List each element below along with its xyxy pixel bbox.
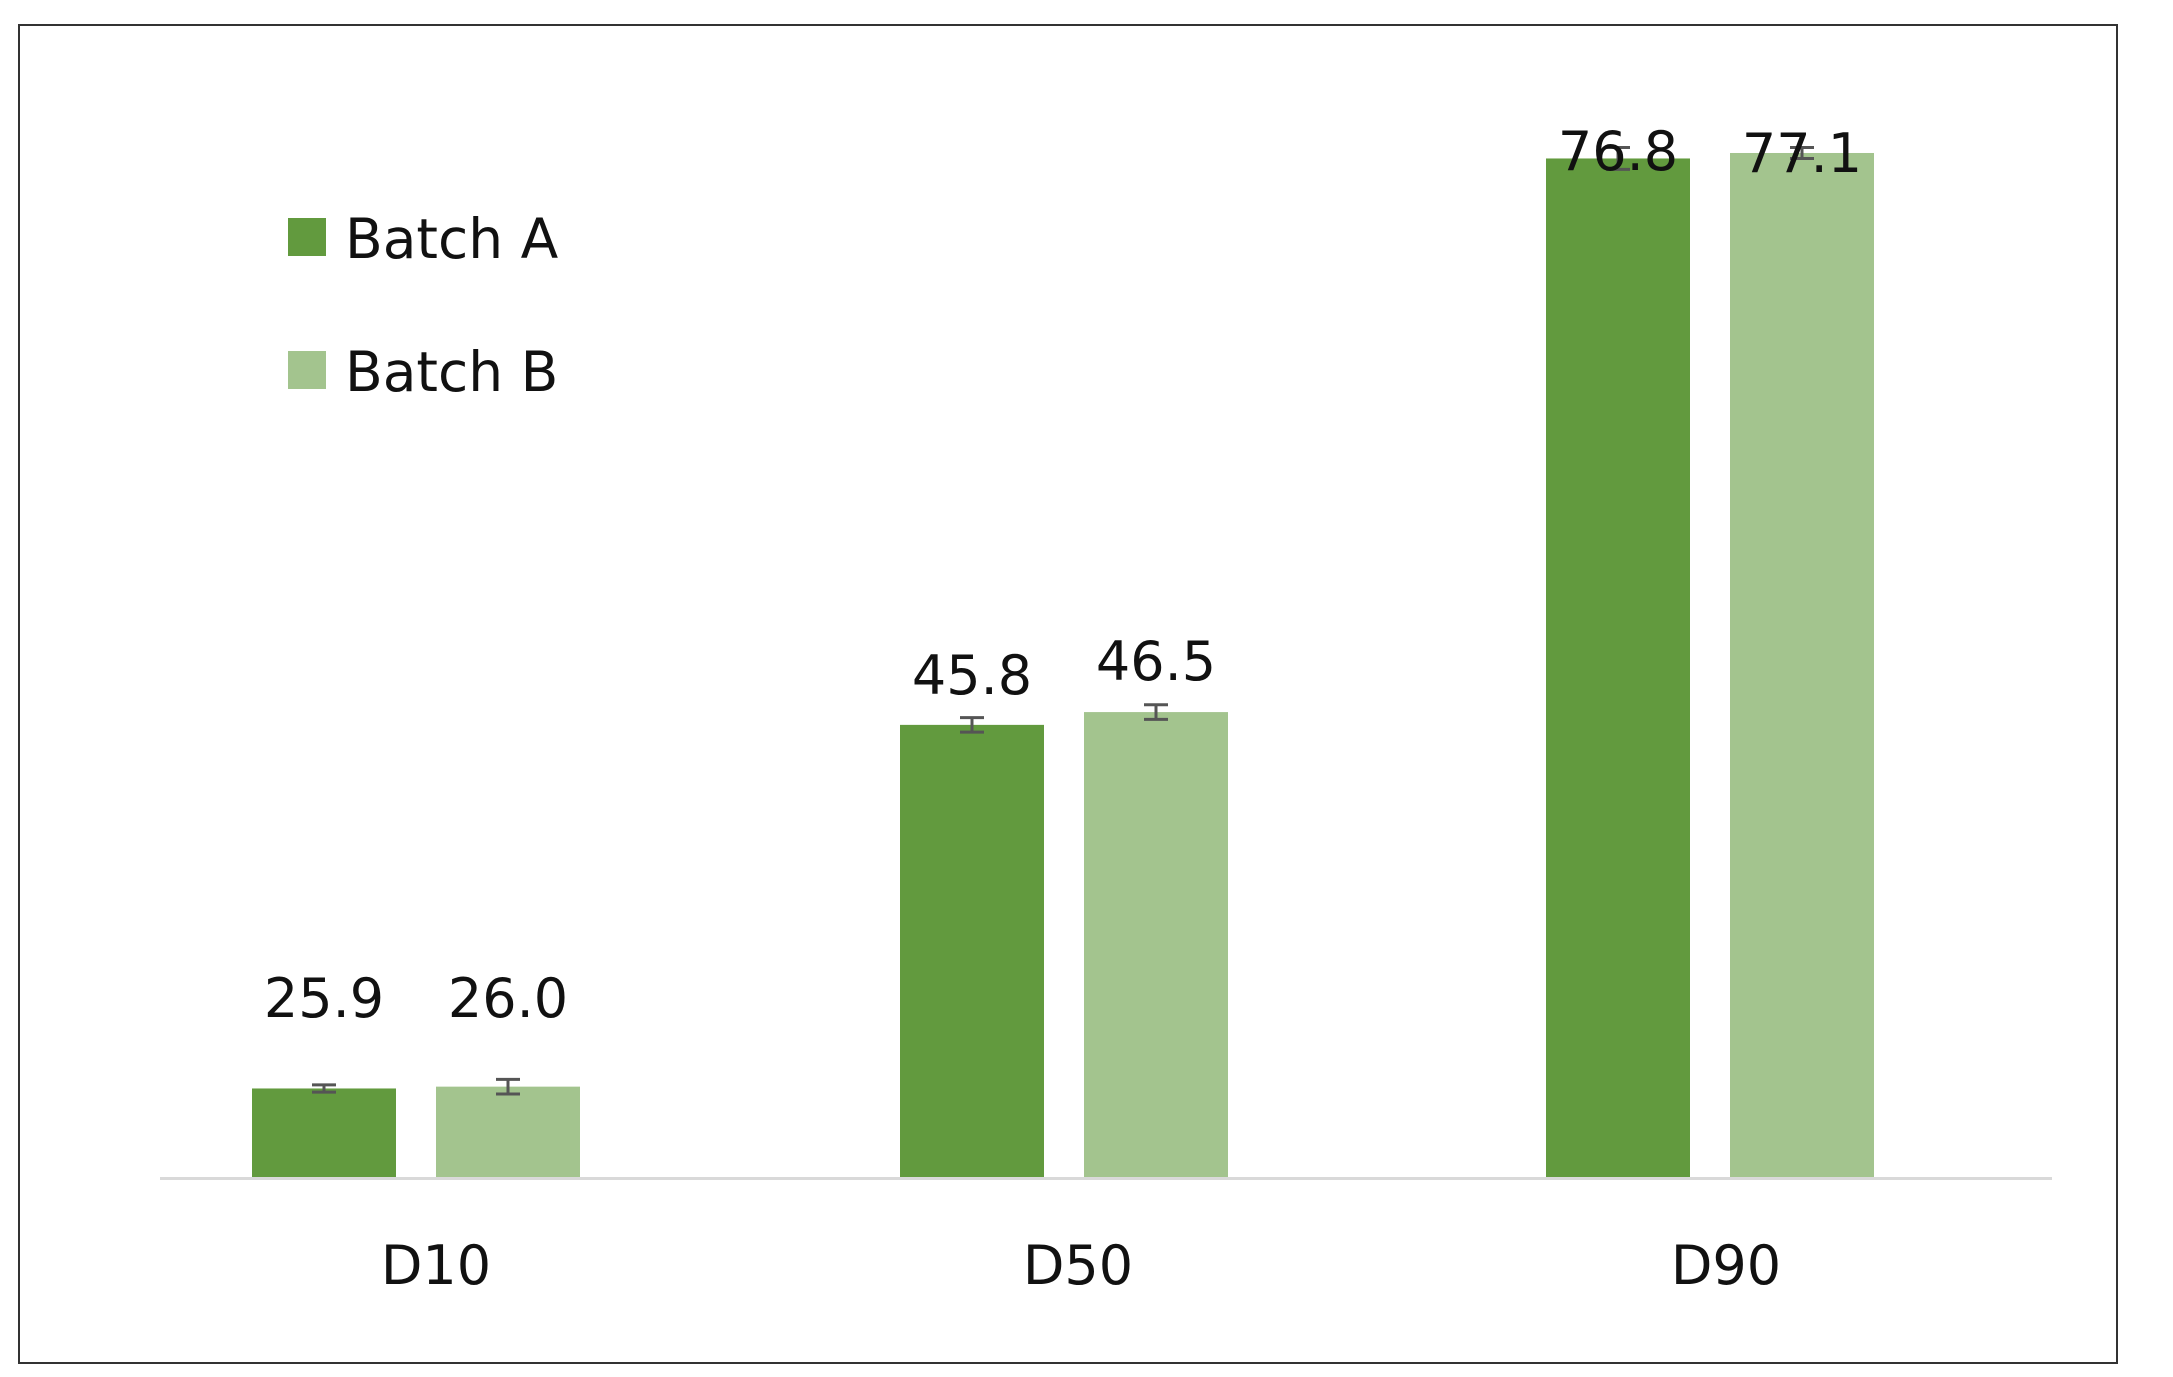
bar-d10-batch-b: [436, 1086, 580, 1178]
error-bar-d50-batch-a: [960, 716, 984, 734]
data-label-d10-batch-b: 26.0: [448, 967, 568, 1030]
error-bar-d10-batch-b: [496, 1077, 520, 1096]
legend-swatch: [288, 218, 326, 256]
data-label-d50-batch-a: 45.8: [912, 644, 1032, 707]
bar-d10-batch-a: [252, 1088, 396, 1178]
legend-label: Batch B: [345, 340, 558, 404]
error-bar-d50-batch-b: [1144, 703, 1168, 721]
data-label-d90-batch-b: 77.1: [1742, 122, 1862, 185]
bar-d90-batch-a: [1546, 158, 1690, 1179]
category-label-d50: D50: [1023, 1234, 1133, 1297]
category-label-d10: D10: [381, 1234, 491, 1297]
legend-swatch: [288, 351, 326, 389]
data-label-d50-batch-b: 46.5: [1096, 630, 1216, 693]
data-label-d90-batch-a: 76.8: [1558, 120, 1678, 183]
category-labels-layer: D10 D50 D90: [381, 1234, 1781, 1297]
data-labels-layer: 25.9 26.0 45.8 46.5 76.8 77.1: [264, 120, 1862, 1030]
legend-label: Batch A: [345, 207, 559, 271]
bar-d50-batch-b: [1084, 712, 1228, 1178]
legend-item-batch-a: Batch A: [288, 207, 559, 271]
data-label-d10-batch-a: 25.9: [264, 967, 384, 1030]
bars-layer: [252, 152, 1874, 1179]
bar-d90-batch-b: [1730, 152, 1874, 1178]
bar-d50-batch-a: [900, 724, 1044, 1178]
legend: Batch A Batch B: [288, 207, 559, 404]
error-bar-d10-batch-a: [312, 1083, 336, 1094]
error-bars-layer: [312, 146, 1814, 1096]
category-label-d90: D90: [1671, 1234, 1781, 1297]
error-bar-d90-batch-b: [1790, 146, 1814, 160]
legend-item-batch-b: Batch B: [288, 340, 558, 404]
error-bar-d90-batch-a: [1606, 146, 1630, 171]
